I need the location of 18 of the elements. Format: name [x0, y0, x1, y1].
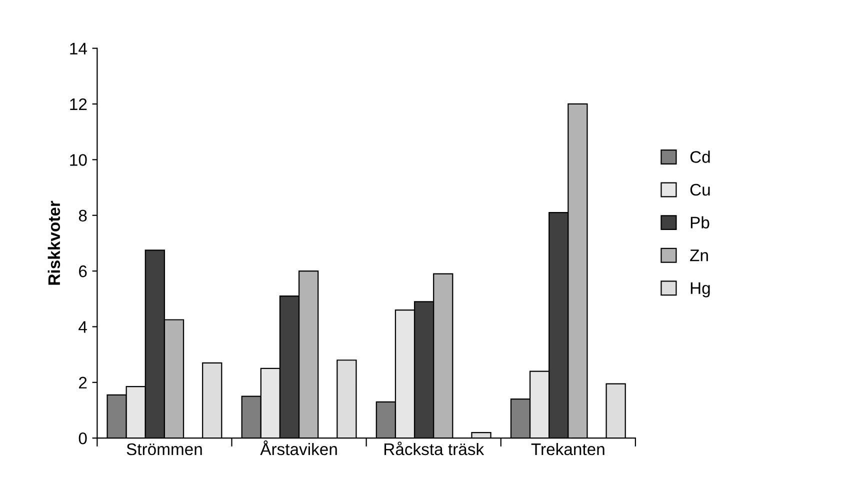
- x-tick-label: Råcksta träsk: [384, 442, 484, 456]
- y-axis-title: Riskkvoter: [48, 200, 60, 285]
- x-tick-label: Strömmen: [126, 443, 202, 456]
- y-tick-label: 2: [79, 376, 87, 388]
- legend-label: Cd: [690, 150, 710, 163]
- y-tick-label: 0: [78, 432, 87, 444]
- y-tick-label: 10: [70, 154, 87, 166]
- legend-label: Zn: [690, 250, 708, 262]
- y-tick-label: 4: [78, 321, 87, 333]
- x-tick-label: Trekanten: [531, 442, 604, 456]
- x-tick-label: Årstaviken: [260, 440, 337, 456]
- legend-label: Pb: [690, 216, 710, 228]
- y-tick-label: 14: [70, 42, 87, 54]
- y-tick-label: 8: [78, 210, 87, 222]
- legend-label: Hg: [690, 282, 710, 298]
- y-tick-label: 6: [79, 265, 87, 278]
- legend-label: Cu: [690, 184, 710, 196]
- y-tick-label: 12: [70, 98, 87, 110]
